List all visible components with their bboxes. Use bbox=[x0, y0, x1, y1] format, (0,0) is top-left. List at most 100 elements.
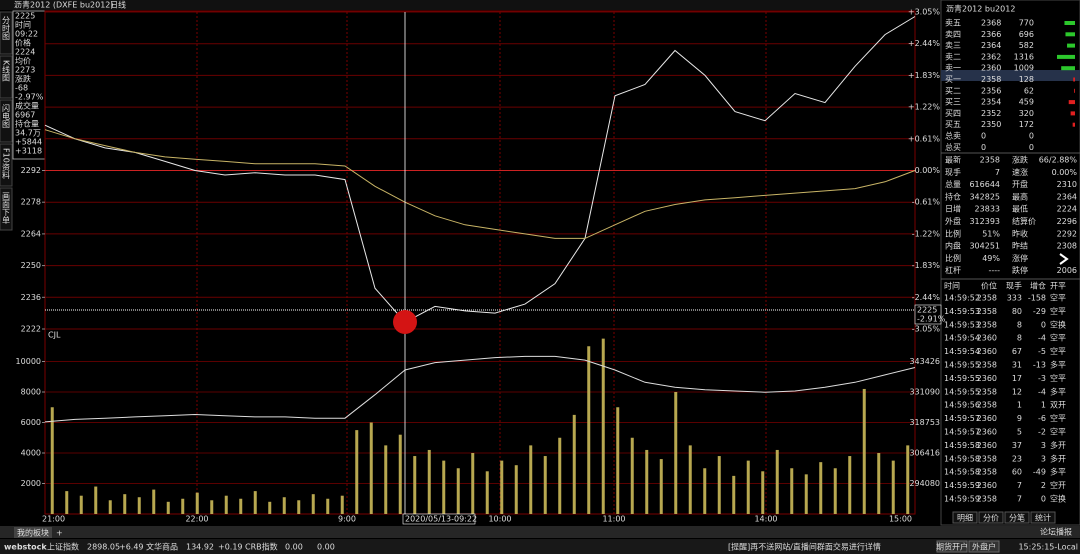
volume-bar bbox=[485, 471, 489, 514]
forum-link[interactable]: 论坛播报 bbox=[1040, 527, 1072, 537]
trade-cell: 多平 bbox=[1050, 467, 1066, 477]
side-tab[interactable]: K线图 bbox=[2, 60, 11, 82]
trade-cell: 2358 bbox=[977, 468, 997, 477]
trade-cell: 14:59:55 bbox=[944, 374, 980, 383]
volume-bar bbox=[514, 465, 518, 514]
side-tab[interactable]: 闪电图 bbox=[2, 104, 11, 129]
stat-cell: 23833 bbox=[975, 205, 1000, 214]
volume-bar bbox=[877, 453, 881, 514]
book-price: 2354 bbox=[981, 98, 1001, 107]
volume-bar bbox=[79, 495, 83, 514]
trade-cell: 1 bbox=[1017, 401, 1022, 410]
trades-header: 开平 bbox=[1050, 282, 1066, 291]
stat-cell: 速涨 bbox=[1012, 167, 1028, 177]
stat-cell: 2310 bbox=[1057, 180, 1077, 189]
info-line: +3118 bbox=[15, 147, 42, 156]
stat-cell: 2364 bbox=[1057, 192, 1077, 201]
book-price: 2350 bbox=[981, 120, 1001, 129]
side-tab[interactable]: 画面下单 bbox=[2, 192, 11, 225]
volume-bar bbox=[297, 500, 301, 514]
trade-cell: 多开 bbox=[1050, 453, 1066, 463]
y2-tick-label: 318753 bbox=[909, 418, 940, 427]
x-tick-label: 10:00 bbox=[488, 515, 511, 524]
stat-cell: 昨收 bbox=[1012, 228, 1028, 238]
series-line bbox=[44, 129, 916, 239]
trade-cell: 2358 bbox=[977, 387, 997, 396]
notice[interactable]: [提醒]再不送网站/直播间群面交易进行详情 bbox=[728, 542, 881, 552]
y2-tick-label: +1.22% bbox=[908, 103, 941, 112]
volume-bar bbox=[384, 445, 388, 514]
book-bar bbox=[1065, 32, 1075, 37]
trade-cell: -49 bbox=[1033, 468, 1046, 477]
y-tick-label: 6000 bbox=[21, 418, 41, 427]
book-bar bbox=[1057, 54, 1075, 59]
trades-header: 时间 bbox=[944, 281, 960, 291]
trade-cell: 2360 bbox=[977, 334, 997, 343]
trade-cell: -29 bbox=[1033, 307, 1046, 316]
side-tab[interactable]: 分时图 bbox=[2, 16, 11, 41]
book-qty: 582 bbox=[1019, 41, 1034, 50]
side-tab[interactable]: F10资料 bbox=[2, 148, 11, 180]
trade-cell: 3 bbox=[1041, 454, 1046, 463]
stat-cell: 312393 bbox=[969, 217, 1000, 226]
volume-bar bbox=[862, 388, 866, 514]
status-button[interactable]: 期货开户 bbox=[936, 542, 968, 552]
add-tab[interactable]: + bbox=[56, 529, 63, 538]
y2-tick-label: -3.05% bbox=[912, 325, 941, 334]
index-change: 0.00 bbox=[317, 543, 335, 552]
volume-bar bbox=[848, 456, 852, 514]
period-selector[interactable]: 日线 bbox=[110, 0, 126, 10]
status-button[interactable]: 外盘户 bbox=[972, 542, 996, 552]
trade-cell: 2360 bbox=[977, 481, 997, 490]
volume-bar bbox=[50, 407, 54, 514]
trade-cell: 空换 bbox=[1050, 319, 1066, 329]
trade-cell: -2 bbox=[1038, 428, 1046, 437]
book-price: 2352 bbox=[981, 109, 1001, 118]
trade-cell: 2 bbox=[1041, 481, 1046, 490]
trade-cell: 2358 bbox=[977, 361, 997, 370]
book-qty: 770 bbox=[1019, 19, 1034, 28]
trade-cell: 8 bbox=[1017, 334, 1022, 343]
trade-cell: 2360 bbox=[977, 441, 997, 450]
status-button-frame bbox=[936, 540, 968, 553]
panel-tab[interactable]: 统计 bbox=[1035, 513, 1051, 523]
trade-cell: 0 bbox=[1041, 320, 1046, 329]
y-tick-label: 8000 bbox=[21, 388, 41, 397]
book-bar bbox=[1067, 43, 1075, 48]
trade-cell: 17 bbox=[1012, 374, 1022, 383]
trade-cell: 2360 bbox=[977, 374, 997, 383]
volume-bar bbox=[572, 414, 576, 514]
trade-cell: 14:59:58 bbox=[944, 441, 980, 450]
y2-tick-label: 343426 bbox=[909, 357, 940, 366]
info-line: 2224 bbox=[15, 48, 35, 57]
panel-tab[interactable]: 明细 bbox=[957, 513, 973, 523]
book-qty: 320 bbox=[1019, 109, 1034, 118]
trade-cell: 2360 bbox=[977, 414, 997, 423]
y-tick-label: 2264 bbox=[21, 229, 41, 238]
stat-cell: 开盘 bbox=[1012, 179, 1028, 189]
panel-tab[interactable]: 分笔 bbox=[1009, 513, 1025, 523]
trade-cell: 空平 bbox=[1050, 306, 1066, 316]
trade-cell: -13 bbox=[1033, 361, 1046, 370]
trade-cell: 5 bbox=[1017, 428, 1022, 437]
info-line: 2273 bbox=[15, 66, 35, 75]
trade-cell: -4 bbox=[1038, 387, 1046, 396]
trade-cell: 14:59:57 bbox=[944, 414, 980, 423]
trade-cell: 12 bbox=[1012, 387, 1022, 396]
trade-cell: 2360 bbox=[977, 347, 997, 356]
stat-cell: 昨结 bbox=[1012, 241, 1028, 251]
stat-cell: 比例 bbox=[945, 253, 961, 263]
trade-cell: 空开 bbox=[1050, 480, 1066, 490]
book-price: 2368 bbox=[981, 19, 1001, 28]
y2-tick-label: +3.05% bbox=[908, 8, 941, 17]
side-tab-frame bbox=[0, 143, 13, 187]
y2-tick-label: -1.22% bbox=[912, 229, 941, 238]
trade-cell: 1 bbox=[1041, 401, 1046, 410]
book-label: 买一 bbox=[945, 75, 961, 84]
board-tab[interactable]: 我的板块 bbox=[17, 528, 49, 538]
info-line: -68 bbox=[15, 84, 28, 93]
book-price: 0 bbox=[981, 143, 986, 152]
trade-cell: 2360 bbox=[977, 428, 997, 437]
panel-tab[interactable]: 分价 bbox=[983, 514, 999, 523]
